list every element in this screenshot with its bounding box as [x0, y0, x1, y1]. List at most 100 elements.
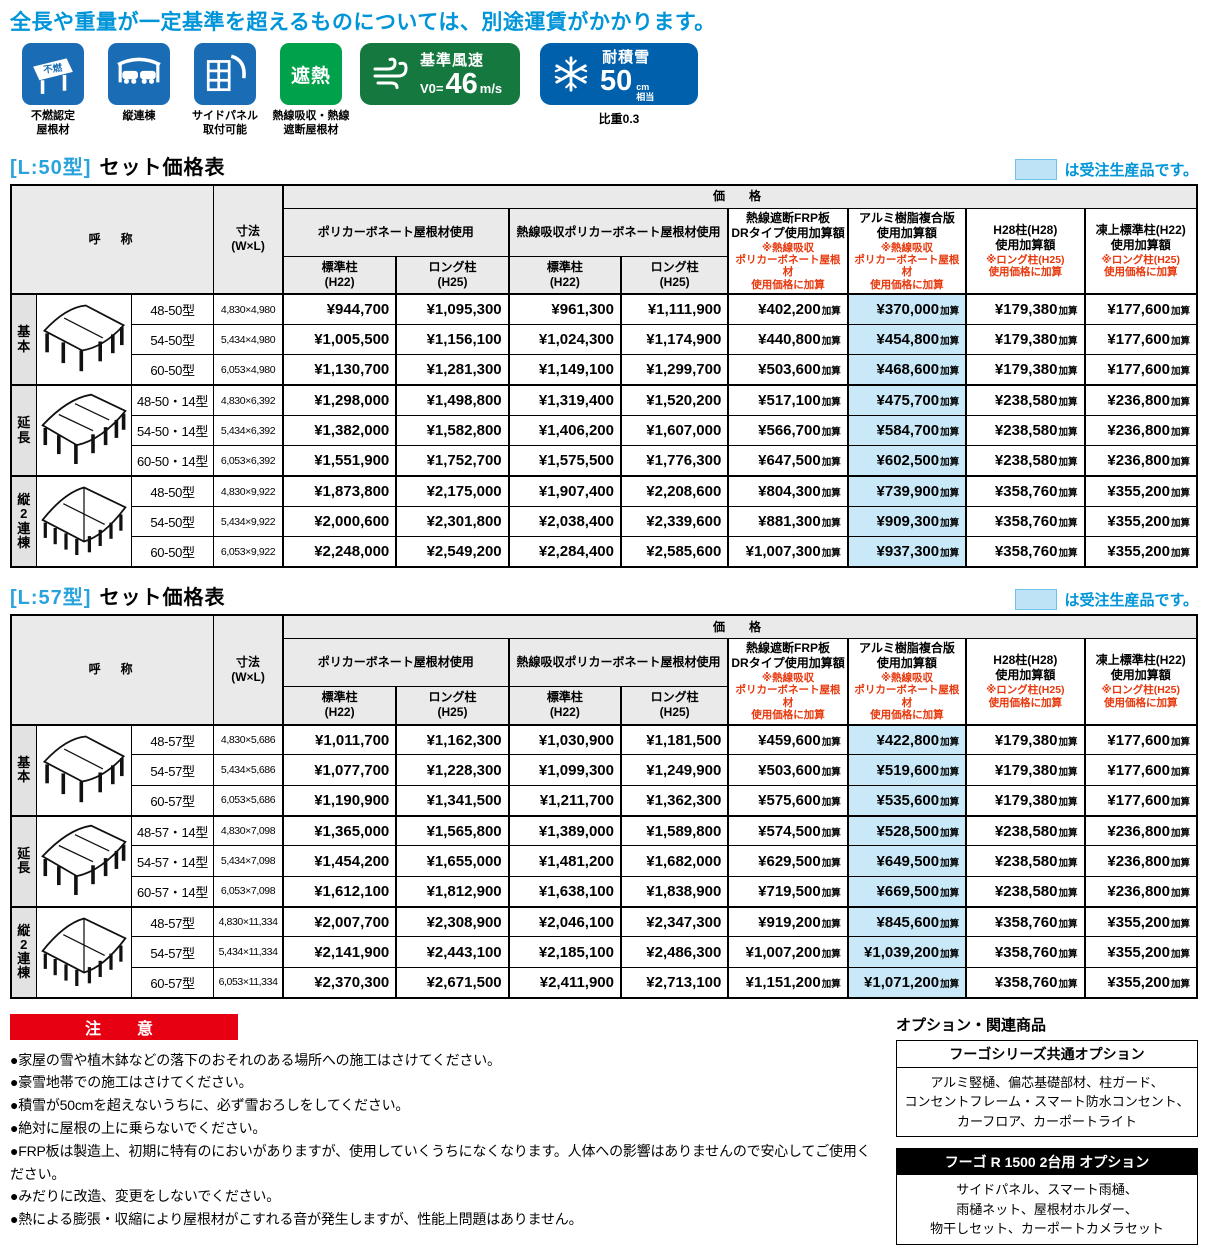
wind-value-prefix: V0= — [420, 81, 444, 96]
addition-cell: ¥669,500加算 — [846, 875, 967, 908]
price-cell: ¥1,190,900 — [281, 784, 397, 817]
option-box-header: フーゴシリーズ共通オプション — [897, 1041, 1197, 1068]
price-cell: ¥1,589,800 — [619, 814, 729, 847]
price-cell: ¥1,005,500 — [281, 323, 397, 356]
addition-cell: ¥575,600加算 — [727, 784, 849, 817]
carport-double-drawing — [35, 475, 132, 568]
addition-note: ※熱線吸収 ポリカーボネート屋根材 使用価格に加算 — [854, 241, 960, 291]
carport-extended-drawing — [35, 384, 132, 477]
column-header-name: 呼 称 — [10, 614, 215, 726]
snow-unit: cm — [636, 81, 650, 92]
addition-suffix: 加算 — [1170, 548, 1190, 560]
addition-suffix: 加算 — [821, 518, 841, 530]
addition-cell: ¥179,380加算 — [965, 754, 1086, 786]
snow-unit-note: 相当 — [636, 91, 655, 102]
addition-cell: ¥517,100加算 — [727, 384, 849, 416]
addition-cell: ¥358,760加算 — [965, 505, 1086, 538]
group-label: 基 本 — [10, 723, 37, 817]
price-cell: ¥1,520,200 — [619, 384, 729, 416]
addition-cell: ¥919,200加算 — [727, 905, 849, 938]
addition-note: ※ロング柱(H25) 使用価格に加算 — [986, 253, 1065, 279]
feature-side-panel: サイドパネル 取付可能 — [182, 43, 268, 138]
price-cell: ¥2,175,000 — [395, 475, 510, 507]
price-cell: ¥1,149,100 — [507, 354, 622, 386]
addition-cell: ¥179,380加算 — [965, 723, 1086, 756]
addition-suffix: 加算 — [940, 306, 960, 317]
wind-badge-title: 基準風速 — [420, 52, 485, 69]
wind-unit: m/s — [479, 81, 503, 96]
table-title-text: セット価格表 — [99, 156, 226, 179]
addition-cell: ¥238,580加算 — [965, 445, 1086, 477]
size-cell: 4,830×6,392 — [213, 384, 284, 416]
price-cell: ¥1,281,300 — [395, 354, 510, 386]
price-cell: ¥2,007,700 — [281, 905, 397, 938]
option-box: フーゴシリーズ共通オプションアルミ竪樋、偏芯基礎部材、柱ガード、 コンセントフレ… — [896, 1039, 1198, 1138]
options-heading: オプション・関連商品 — [896, 1016, 1047, 1034]
caution-note-item: ●FRP板は製造上、初期に特有のにおいがありますが、使用していくうちになくなりま… — [10, 1142, 871, 1182]
addition-cell: ¥649,500加算 — [846, 845, 967, 877]
price-cell: ¥2,301,800 — [395, 505, 510, 538]
addition-cell: ¥845,600加算 — [846, 905, 967, 938]
addition-cell: ¥179,380加算 — [965, 323, 1086, 356]
model-cell: 54-57型 — [130, 936, 215, 968]
column-header-addition: アルミ樹脂複合版 使用加算額 ※熱線吸収 ポリカーボネート屋根材 使用価格に加算 — [846, 207, 967, 295]
addition-title: アルミ樹脂複合版 使用加算額 — [858, 210, 955, 240]
column-header-roof-group: 熱線吸収ポリカーボネート屋根材使用 — [507, 207, 729, 257]
price-cell: ¥1,095,300 — [395, 293, 510, 325]
price-cell: ¥1,838,900 — [619, 875, 729, 908]
price-cell: ¥1,341,500 — [395, 784, 510, 817]
caution-note-item: ●家屋の雪や植木鉢などの落下のおそれのある場所への施工はさけてください。 — [10, 1051, 501, 1068]
model-cell: 60-57・14型 — [130, 875, 215, 908]
group-label: 縦 2 連 棟 — [10, 475, 37, 568]
snow-badge-title: 耐積雪 — [602, 48, 651, 66]
addition-suffix: 加算 — [821, 397, 841, 408]
addition-suffix: 加算 — [1058, 736, 1078, 748]
model-cell: 48-57型 — [130, 905, 215, 938]
legend-text: は受注生産品です。 — [1064, 161, 1198, 179]
price-cell: ¥1,024,300 — [507, 323, 622, 356]
addition-suffix: 加算 — [821, 827, 841, 839]
addition-suffix: 加算 — [1170, 918, 1190, 930]
addition-suffix: 加算 — [940, 978, 960, 990]
addition-suffix: 加算 — [940, 427, 960, 439]
price-cell: ¥2,671,500 — [395, 966, 510, 999]
addition-cell: ¥566,700加算 — [727, 414, 849, 447]
size-cell: 6,053×6,392 — [213, 445, 284, 477]
caution-notes: 注 意 ●家屋の雪や植木鉢などの落下のおそれのある場所への施工はさけてください。… — [10, 1013, 896, 1256]
table-title-code: [L:57型] — [10, 587, 92, 610]
model-cell: 60-57型 — [130, 784, 215, 817]
addition-suffix: 加算 — [1170, 427, 1190, 439]
size-cell: 4,830×5,686 — [213, 723, 284, 756]
addition-suffix: 加算 — [1058, 518, 1078, 530]
addition-cell: ¥238,580加算 — [965, 875, 1086, 908]
section-head-l57: [L:57型] セット価格表 は受注生産品です。 — [10, 581, 1198, 611]
heat-shield-label: 遮熱 — [290, 65, 331, 87]
options-panel: オプション・関連商品 フーゴシリーズ共通オプションアルミ竪樋、偏芯基礎部材、柱ガ… — [896, 1014, 1198, 1256]
addition-note: ※熱線吸収 ポリカーボネート屋根材 使用価格に加算 — [735, 241, 841, 291]
addition-suffix: 加算 — [821, 857, 841, 869]
addition-title: 凍上標準柱(H22) 使用加算額 — [1095, 222, 1186, 252]
addition-suffix: 加算 — [1058, 336, 1078, 348]
price-cell: ¥1,498,800 — [395, 384, 510, 416]
price-cell: ¥2,549,200 — [395, 536, 510, 568]
addition-suffix: 加算 — [1058, 397, 1078, 408]
addition-cell: ¥1,151,200加算 — [727, 966, 849, 999]
wind-value: 46 — [445, 68, 478, 100]
addition-suffix: 加算 — [940, 887, 960, 899]
addition-cell: ¥535,600加算 — [846, 784, 967, 817]
addition-cell: ¥602,500加算 — [846, 445, 967, 477]
addition-cell: ¥804,300加算 — [727, 475, 849, 507]
snow-load-badge: 耐積雪 50 cm 相当 — [540, 43, 698, 105]
size-cell: 6,053×4,980 — [213, 354, 284, 386]
legend-color-swatch — [1015, 158, 1058, 180]
addition-suffix: 加算 — [940, 488, 960, 499]
price-cell: ¥1,812,900 — [395, 875, 510, 908]
price-cell: ¥961,300 — [507, 293, 622, 325]
option-box-body: アルミ竪樋、偏芯基礎部材、柱ガード、 コンセントフレーム・スマート防水コンセント… — [904, 1074, 1190, 1129]
addition-cell: ¥454,800加算 — [846, 323, 967, 356]
carport-double-drawing — [35, 905, 132, 999]
addition-cell: ¥909,300加算 — [846, 505, 967, 538]
size-cell: 5,434×7,098 — [213, 845, 284, 877]
tile-caption: 熱線吸収・熱線 遮断屋根材 — [272, 110, 350, 137]
addition-cell: ¥574,500加算 — [727, 814, 849, 847]
